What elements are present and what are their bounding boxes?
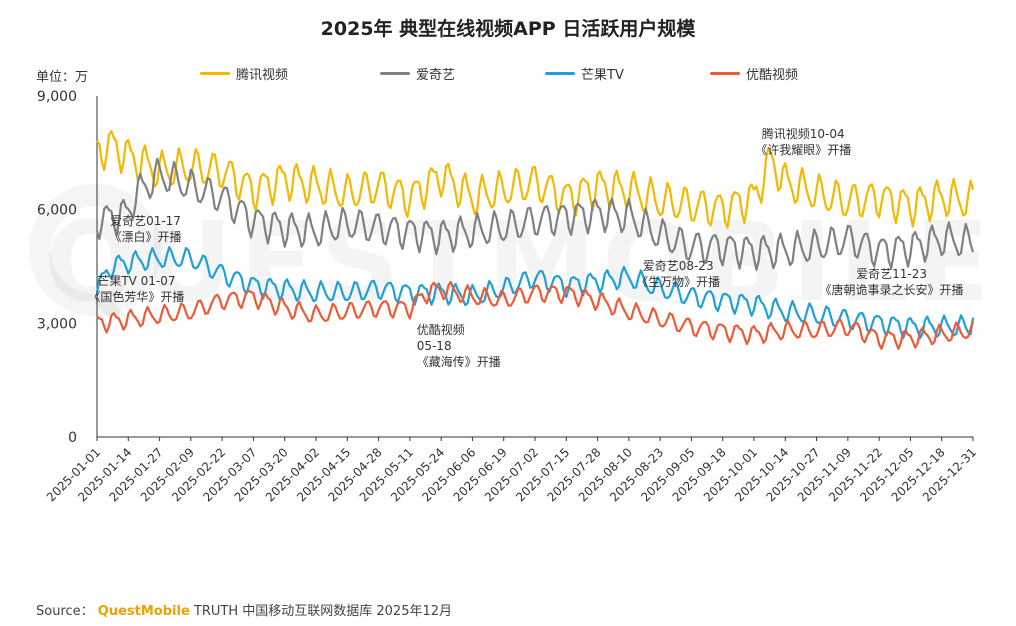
legend-swatch	[710, 72, 740, 75]
y-tick-label: 3,000	[37, 316, 77, 332]
legend-label: 优酷视频	[746, 68, 799, 83]
legend-swatch	[200, 72, 230, 75]
annotation-label: 芒果TV 01-07	[97, 273, 175, 288]
annotation-label: 《唐朝诡事录之长安》开播	[820, 282, 964, 297]
source-note: Source： QuestMobile TRUTH 中国移动互联网数据库 202…	[36, 600, 452, 619]
watermark-logo	[29, 184, 161, 316]
annotation-label: 爱奇艺11-23	[856, 267, 927, 281]
source-prefix: Source：	[36, 604, 94, 619]
annotation-label: 《国色芳华》开播	[88, 290, 184, 304]
legend-label: 芒果TV	[581, 68, 624, 83]
annotation-label: 优酷视频	[417, 322, 465, 337]
annotation-label: 《许我耀眼》开播	[755, 143, 851, 157]
annotation-label: 05-18	[417, 339, 452, 353]
annotation-label: 《生万物》开播	[636, 275, 720, 289]
legend-label: 爱奇艺	[416, 68, 456, 83]
legend-item: 腾讯视频	[200, 64, 288, 83]
series-line-1	[95, 157, 975, 271]
source-rest: TRUTH 中国移动互联网数据库 2025年12月	[193, 604, 453, 619]
watermark-text: QUESTMOBILE	[44, 198, 995, 326]
legend-label: 腾讯视频	[236, 68, 289, 83]
legend-item: 优酷视频	[710, 64, 798, 83]
chart-title: 2025年 典型在线视频APP 日活跃用户规模	[320, 18, 696, 40]
annotation-label: 《藏海传》开播	[417, 354, 501, 369]
legend-swatch	[545, 72, 575, 75]
source-brand: QuestMobile	[97, 604, 190, 619]
y-tick-label: 6,000	[37, 203, 77, 219]
series-line-2	[95, 246, 975, 340]
unit-label: 单位：万	[36, 70, 89, 85]
series-line-3	[96, 280, 975, 350]
legend-item: 芒果TV	[545, 64, 624, 83]
legend: 腾讯视频 爱奇艺 芒果TV 优酷视频	[0, 64, 1016, 86]
y-tick-label: 9,000	[37, 89, 77, 105]
legend-item: 爱奇艺	[380, 64, 455, 83]
annotation-label: 《漂白》开播	[109, 229, 181, 244]
legend-swatch	[380, 72, 410, 75]
annotation-label: 爱奇艺08-23	[643, 259, 714, 273]
y-tick-label: 0	[68, 430, 77, 446]
series-line-0	[96, 130, 975, 229]
annotation-label: 腾讯视频10-04	[762, 126, 845, 141]
annotation-label: 爱奇艺01-17	[110, 214, 181, 228]
